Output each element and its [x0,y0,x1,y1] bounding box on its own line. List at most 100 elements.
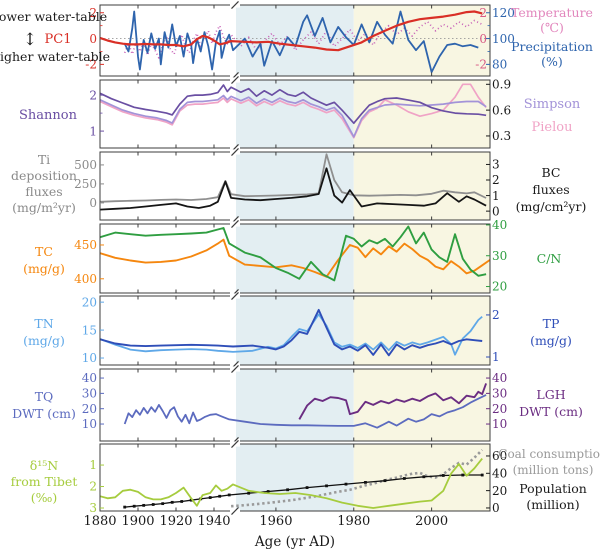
panel-label-line: Temperature [511,5,593,20]
epoch-shading-1 [353,5,490,76]
marker-population [123,505,127,509]
marker-population [161,502,165,506]
panel-border [99,151,491,221]
precipitation-tick-label: 100 [492,32,515,46]
tn-tick-label: 10 [82,351,97,365]
ti-tick-label: 250 [74,177,97,191]
x-tick-label: 1920 [159,514,192,529]
pc1-tick-label: 0 [89,32,97,46]
panel-border [99,443,491,512]
epoch-shading-0 [236,296,354,365]
panel-label-line: (mg/cm²yr) [516,199,587,214]
marker-population [142,503,146,507]
precipitation-tick-label: 80 [492,58,507,72]
coal-pop-tick-label: 40 [492,466,507,480]
series-tc [100,238,490,278]
series-simpson [100,94,487,138]
lgh-dwt-tick-label: 20 [492,402,507,416]
d15n-tick-label: 2 [89,480,97,494]
marker-population [480,473,484,477]
axis-break-slash [231,147,239,157]
marker-population [305,486,309,489]
panel-label-line: from Tibet [11,474,78,489]
axis-break-slash [231,364,239,374]
x-tick-label: 1940 [197,514,230,529]
epoch-shading-0 [236,152,354,220]
cn-tick-label: 40 [492,218,507,232]
panel-climate: 2 0 -2 2 0 -2 120 100 80 Temperature(℃) Precipitat… [85,0,593,81]
panel-diversity: 2 1 0.9 0.6 0.3 Shannon Simpson Pielou [19,75,581,153]
coal-pop-tick-label: 20 [492,484,507,498]
panel-label-line: (%) [541,54,563,69]
axis-break-slash [231,439,239,449]
panel-label-line: Simpson [524,97,581,112]
x-tick-label: 1900 [121,514,154,529]
axis-break-slash [231,506,239,516]
panel-label-line: fluxes [532,182,569,197]
x-axis-title: Age (yr AD) [254,534,335,550]
marker-population [422,475,426,479]
panel-label-line: deposition [11,168,77,183]
panel-deposition-fluxes: 50025003210Tidepositionfluxes(mg/m²yr)BC… [11,147,587,225]
x-tick-label: 1980 [337,514,370,529]
pc1-tick-label: -2 [85,58,97,72]
series-pc1 [100,10,483,52]
x-tick-label: 1880 [83,514,116,529]
series-cn [100,225,487,282]
panel-label-line: (mg/g) [23,261,65,276]
marker-population [170,500,174,504]
ti-tick-label: 0 [89,196,97,210]
annotation-lower-water-table: lower water-table [0,9,107,24]
marker-population [266,490,270,493]
precipitation-tick-label: 120 [492,6,515,20]
d15n-tick-label: 3 [89,501,97,515]
series-bc-flux [100,167,487,211]
tp-tick-label: 1 [492,350,500,364]
panel-label-line: (million) [526,497,579,512]
lgh-dwt-tick-label: 30 [492,387,507,401]
cn-tick-label: 20 [492,280,507,294]
axis-break-slash [231,0,239,10]
lgh-dwt-tick-label: 40 [492,371,507,385]
marker-population [441,474,445,477]
panel-label-line: (million tons) [513,463,594,477]
panel-label-line: Coal consumption [498,447,600,461]
marker-population [227,493,231,497]
axis-break-slash [231,75,239,85]
panel-label-line: fluxes [25,184,62,199]
marker-population [132,504,136,508]
tc-tick-label: 450 [74,238,97,252]
panel-nutrients: 20 15 10 2 1 TN (mg/g) TP (mg/g) [23,291,572,370]
ti-tick-label: 500 [74,158,97,172]
epoch-shading-1 [353,296,490,365]
marker-population [344,482,348,486]
panel-border [99,79,491,149]
panel-border [99,4,491,77]
panel-label-line: LGH [536,387,565,402]
marker-population [208,496,212,499]
x-tick-label: 2000 [415,514,448,529]
coal-pop-tick-label: 60 [492,449,507,463]
bc-tick-label: 1 [492,189,500,203]
tc-tick-label: 400 [74,272,97,286]
marker-population [461,473,465,477]
panel-label-line: DWT (cm) [519,404,583,419]
temperature-tick-label: 0 [479,32,487,46]
evenness-tick-label: 0.9 [492,78,511,92]
evenness-tick-label: 0.6 [492,103,511,117]
panel-label-line: TN [34,316,53,331]
marker-population [189,498,193,502]
series-lgh-dwt [298,383,487,420]
annotation-pc1: PC1 [45,32,72,47]
marker-population [364,480,367,484]
axis-break-slash [231,291,239,301]
marker-population [180,500,184,503]
evenness-tick-label: 0.3 [492,129,511,143]
marker-population [218,494,222,498]
shannon-tick-label: 2 [89,88,97,102]
shannon-tick-label: 1 [89,124,97,138]
